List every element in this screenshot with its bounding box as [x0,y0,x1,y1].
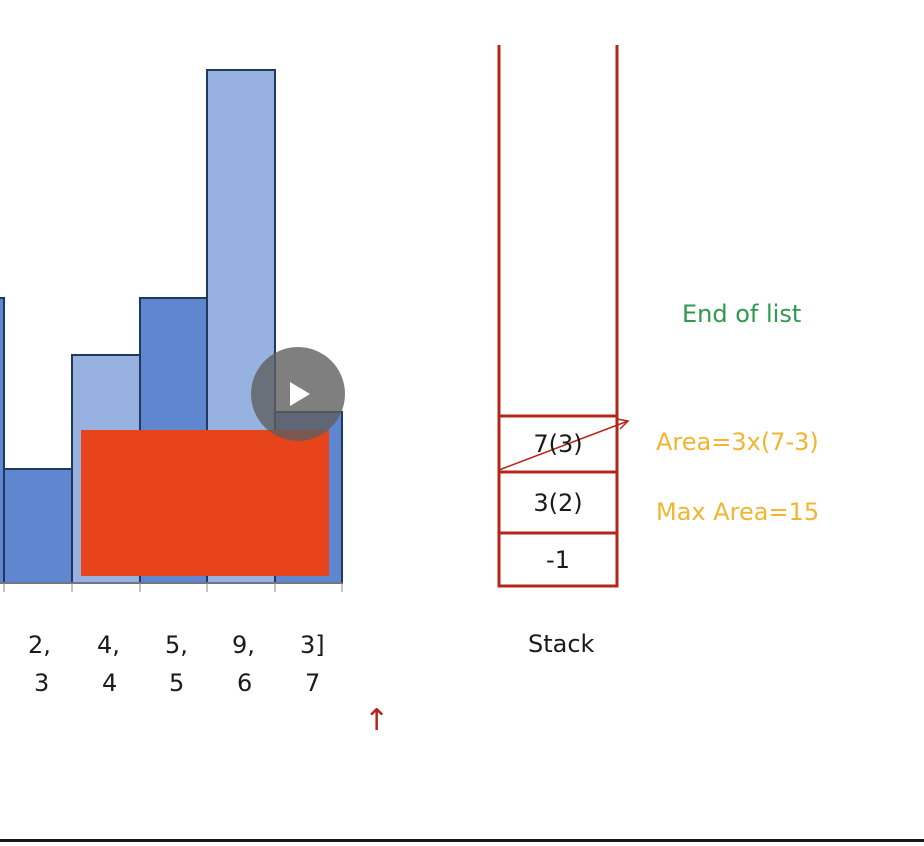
stack-label: Stack [528,630,595,658]
bottom-divider [0,839,924,842]
area-label: Area=3x(7-3) [656,428,819,456]
index-label: 4 [102,669,118,697]
play-icon [290,382,310,406]
pointer-arrow-icon: ↑ [364,703,390,738]
max-area-label: Max Area=15 [656,498,820,526]
max-area-highlight [81,430,329,576]
value-label: 9, [232,631,255,659]
value-label: 4, [97,631,120,659]
area-arrow [498,418,630,471]
histogram-bar [3,468,73,584]
stack-cell: -1 [546,546,570,574]
index-label: 6 [237,669,253,697]
value-label: 3] [300,631,325,659]
play-button[interactable] [251,347,345,441]
index-label: 5 [169,669,185,697]
index-label: 7 [305,669,321,697]
stack-container [497,45,619,588]
value-label: 2, [28,631,51,659]
stack-cell: 7(3) [533,430,583,458]
end-of-list-label: End of list [682,300,802,328]
value-label: 5, [165,631,188,659]
histogram-bar [0,297,5,584]
index-label: 3 [34,669,50,697]
stack-cell: 3(2) [533,489,583,517]
